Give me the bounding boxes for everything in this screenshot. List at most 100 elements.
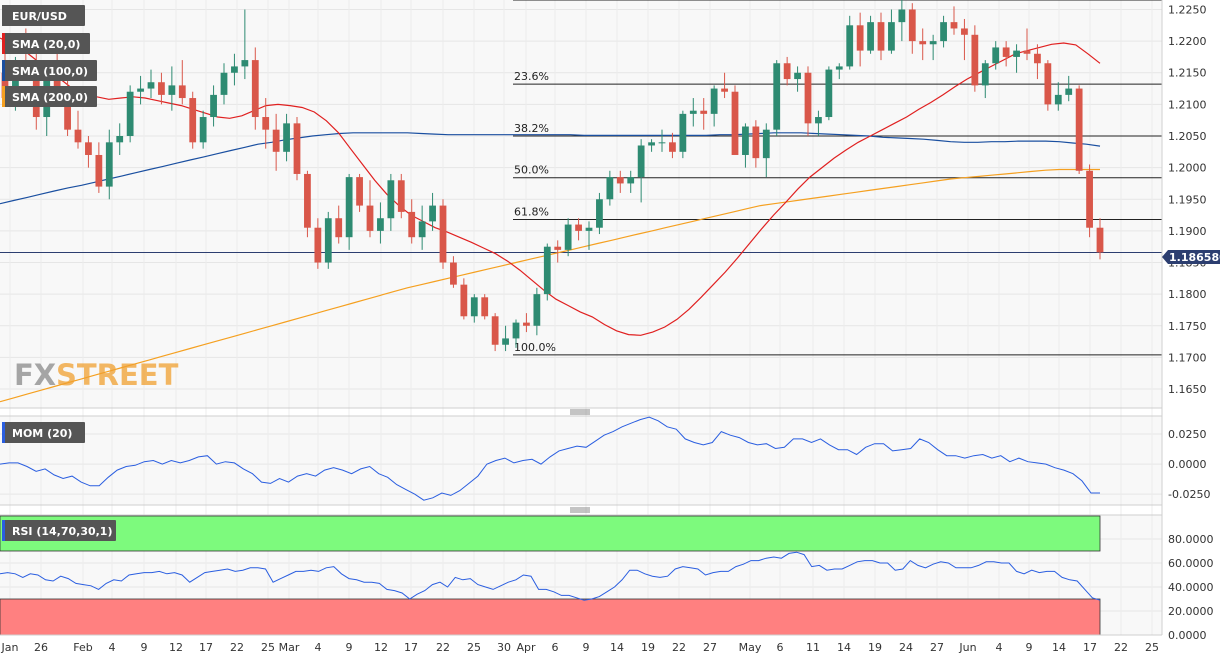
candle <box>669 132 676 159</box>
price-tick-label: 1.1950 <box>1168 193 1207 206</box>
candle <box>700 98 708 130</box>
rsi-tick-label: 20.0000 <box>1168 605 1214 618</box>
candle <box>304 170 311 238</box>
candle <box>137 75 144 105</box>
candle <box>377 202 384 244</box>
logo-street: STREET <box>56 358 179 392</box>
mom-tick-label: 0.0250 <box>1168 428 1207 441</box>
candle <box>1075 85 1083 174</box>
sma200-label: SMA (200,0) <box>12 91 88 104</box>
legend-sma200[interactable]: SMA (200,0) <box>2 86 97 107</box>
x-tick-label: 25 <box>261 641 275 654</box>
mom-series-line <box>0 416 1100 501</box>
x-tick-label: 25 <box>467 641 481 654</box>
sma100-label: SMA (100,0) <box>12 65 88 78</box>
candle <box>262 98 270 149</box>
candle <box>85 136 92 168</box>
rsi-overbought-zone <box>0 515 1101 552</box>
price-tick-label: 1.2000 <box>1168 162 1207 175</box>
candle <box>450 256 457 288</box>
candle <box>637 139 645 203</box>
candle <box>783 56 791 86</box>
panel-resize-handle[interactable] <box>570 409 590 415</box>
candle <box>1002 41 1010 67</box>
candle <box>804 66 812 136</box>
x-tick-label: 4 <box>109 641 116 654</box>
candle <box>105 129 113 200</box>
current-price-tag: 1.186580 <box>1162 250 1227 264</box>
candle <box>366 180 374 238</box>
x-tick-label: 17 <box>404 641 418 654</box>
candle <box>491 313 499 352</box>
candle <box>1023 28 1031 61</box>
x-tick-label: 22 <box>672 641 686 654</box>
x-tick-label: 9 <box>141 641 148 654</box>
candle <box>178 60 186 105</box>
x-tick-label: Jun <box>958 641 976 654</box>
candle <box>575 218 582 241</box>
legend-rsi[interactable]: RSI (14,70,30,1) <box>2 520 116 541</box>
candle <box>648 139 655 152</box>
legend-sma20[interactable]: SMA (20,0) <box>2 33 90 54</box>
candle <box>961 18 968 61</box>
x-tick-label: 19 <box>868 641 882 654</box>
x-tick-label: May <box>739 641 762 654</box>
candle <box>971 25 979 92</box>
price-tick-label: 1.2150 <box>1168 67 1207 80</box>
x-tick-label: 11 <box>806 641 820 654</box>
candle <box>794 66 801 92</box>
candle <box>1054 82 1062 111</box>
candle <box>397 173 405 219</box>
x-tick-label: 22 <box>230 641 244 654</box>
mom-tick-label: 0.0000 <box>1168 458 1207 471</box>
candle <box>429 192 436 231</box>
x-tick-label: 25 <box>1145 641 1159 654</box>
candle <box>554 240 562 263</box>
candle <box>460 278 468 320</box>
x-tick-label: 27 <box>930 641 944 654</box>
x-tick-label: 19 <box>641 641 655 654</box>
price-tick-label: 1.2200 <box>1168 35 1207 48</box>
rsi-line <box>0 551 1101 601</box>
candle <box>74 110 82 149</box>
mom-tick-label: -0.0250 <box>1168 488 1210 501</box>
x-tick-label: 4 <box>996 641 1003 654</box>
candle <box>762 123 770 178</box>
legend-instrument[interactable]: EUR/USD <box>2 5 85 26</box>
oversold-band <box>0 598 1101 636</box>
candle <box>408 199 416 244</box>
fib-label: 61.8% <box>514 205 549 218</box>
candle <box>116 123 124 155</box>
x-tick-label: Apr <box>516 641 536 654</box>
mom-panel <box>0 416 1162 505</box>
sma20-label: SMA (20,0) <box>12 38 80 51</box>
candle <box>439 199 447 269</box>
y-axes: 1.16501.17001.17501.18001.18501.19001.19… <box>1168 3 1214 642</box>
candle <box>867 15 874 54</box>
candle <box>596 192 603 235</box>
price-tick-label: 1.2250 <box>1168 3 1207 16</box>
candle <box>168 66 176 111</box>
x-tick-label: 9 <box>1026 641 1033 654</box>
momentum-line <box>0 416 1100 501</box>
x-tick-label: 6 <box>777 641 784 654</box>
candle <box>825 66 833 121</box>
candle <box>888 9 895 54</box>
price-tick-label: 1.1900 <box>1168 225 1207 238</box>
candle <box>856 12 864 67</box>
candle <box>606 170 614 206</box>
fib-label: 50.0% <box>514 164 549 177</box>
candle <box>877 12 885 61</box>
legend-sma100[interactable]: SMA (100,0) <box>2 60 97 81</box>
x-tick-label: 6 <box>552 641 559 654</box>
current-price-value: 1.186580 <box>1169 251 1227 264</box>
candle <box>387 173 395 231</box>
x-tick-label: 24 <box>899 641 913 654</box>
candle <box>324 211 332 269</box>
candle <box>293 117 301 181</box>
legend-mom[interactable]: MOM (20) <box>2 422 85 443</box>
panel-resize-handle[interactable] <box>570 507 590 513</box>
candle <box>1065 75 1073 102</box>
candle <box>283 113 290 162</box>
